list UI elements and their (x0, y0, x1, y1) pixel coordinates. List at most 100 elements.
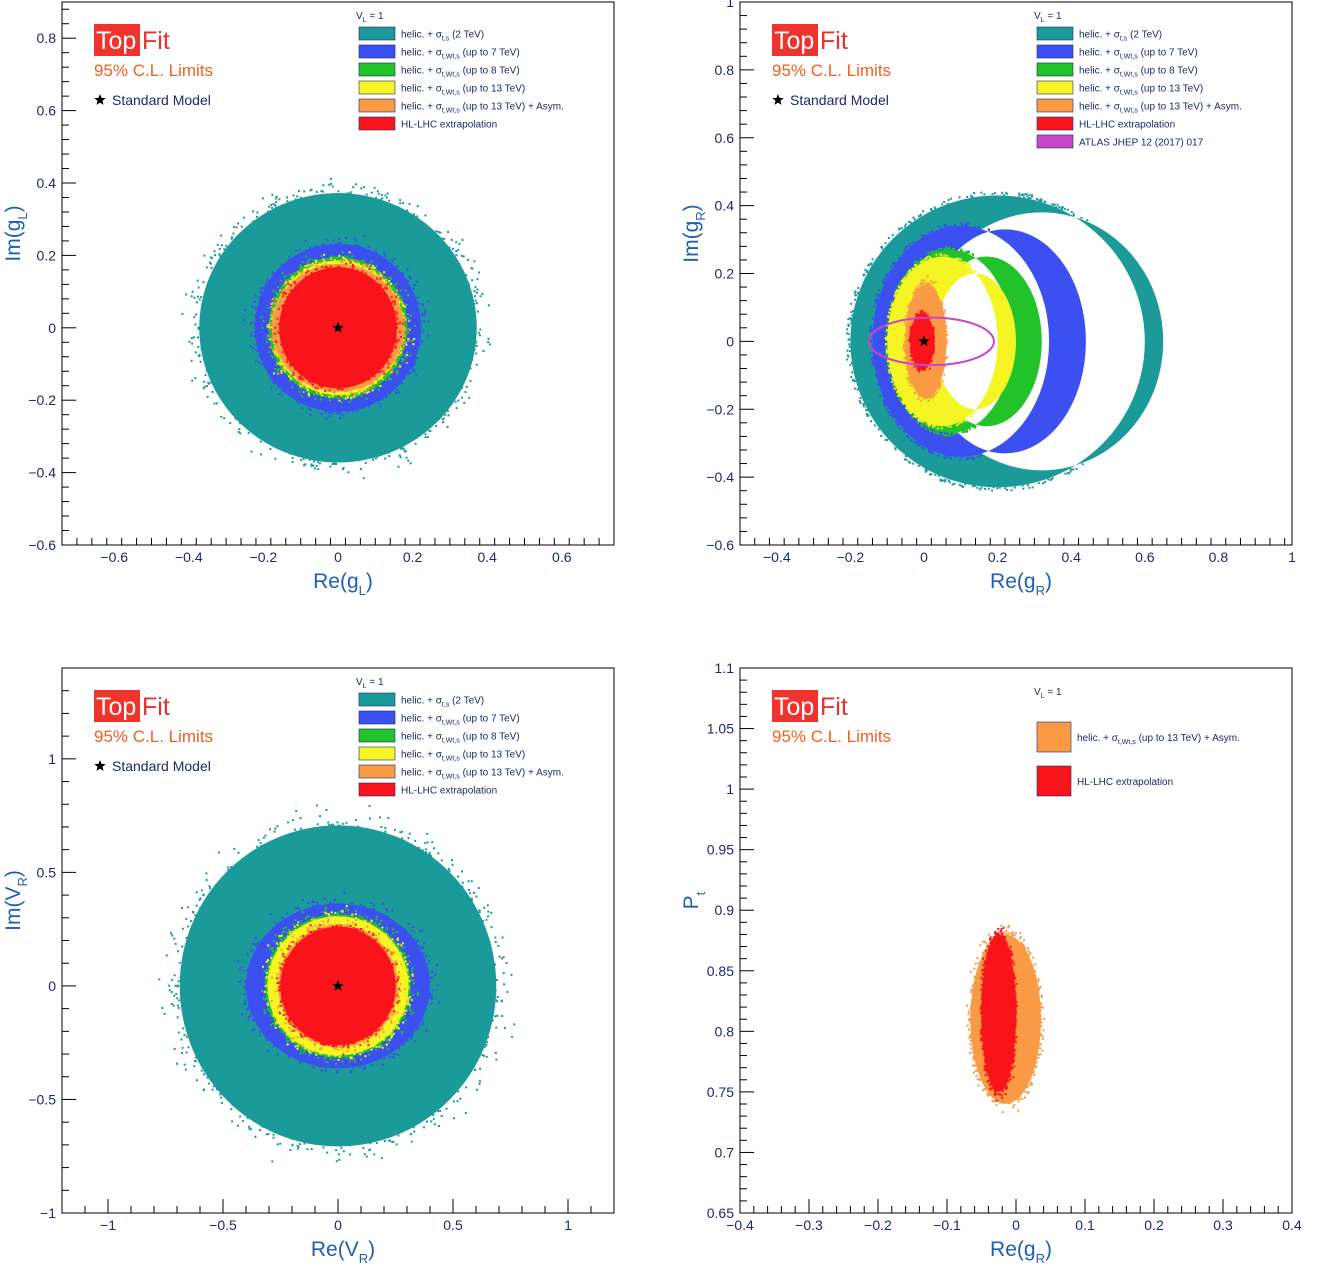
region-point (856, 291, 859, 294)
region-point (398, 330, 401, 333)
region-point (465, 1071, 468, 1074)
region-point (277, 307, 280, 310)
region-point (404, 974, 407, 977)
region-point (944, 334, 947, 337)
region-point (247, 1018, 250, 1021)
region-point (276, 924, 279, 927)
region-point (432, 989, 435, 992)
region-point (276, 354, 279, 357)
region-point (363, 186, 366, 189)
region-point (397, 339, 400, 342)
region-point (386, 280, 389, 283)
region-point (376, 271, 379, 274)
region-point (272, 957, 275, 960)
region-point (373, 370, 376, 373)
region-point (413, 982, 416, 985)
legend-entry-main: helic. + σ (401, 84, 443, 95)
region-point (274, 291, 277, 294)
region-point (909, 410, 912, 413)
region-point (904, 360, 907, 363)
region-point (385, 258, 388, 261)
region-point (463, 273, 466, 276)
region-point (297, 270, 300, 273)
region-point (215, 890, 218, 893)
region-point (495, 999, 498, 1002)
region-point (301, 202, 304, 205)
region-point (346, 923, 349, 926)
region-point (257, 943, 260, 946)
legend-entry: HL-LHC extrapolation (401, 786, 497, 797)
region-point (381, 379, 384, 382)
region-point (942, 367, 945, 370)
region-point (262, 965, 265, 968)
region-point (392, 1046, 395, 1049)
legend-entry: ATLAS JHEP 12 (2017) 017 (1079, 138, 1204, 149)
region-point (350, 1039, 353, 1042)
region-point (355, 183, 358, 186)
region-point (455, 250, 458, 253)
region-point (407, 331, 410, 334)
region-point (994, 1100, 997, 1103)
region-point (230, 237, 233, 240)
region-point (401, 272, 404, 275)
region-point (487, 1036, 490, 1039)
region-point (178, 961, 181, 964)
region-point (393, 951, 396, 954)
region-point (281, 1031, 284, 1034)
region-point (359, 1044, 362, 1047)
region-point (312, 1063, 315, 1066)
region-point (419, 434, 422, 437)
region-point (447, 414, 450, 417)
region-point (198, 298, 201, 301)
region-point (1066, 472, 1069, 475)
region-point (171, 934, 174, 937)
region-point (272, 381, 275, 384)
region-point (391, 999, 394, 1002)
legend-header-sub: L (363, 17, 367, 24)
region-point (427, 334, 430, 337)
region-point (396, 950, 399, 953)
region-point (927, 450, 930, 453)
region-point (281, 298, 284, 301)
region-point (348, 1060, 351, 1063)
region-point (927, 363, 930, 366)
region-point (1029, 951, 1032, 954)
region-point (404, 355, 407, 358)
region-point (425, 1001, 428, 1004)
region-point (384, 1034, 387, 1037)
region-point (368, 402, 371, 405)
region-point (953, 431, 956, 434)
region-point (965, 263, 968, 266)
region-point (1081, 463, 1084, 466)
region-point (237, 1124, 240, 1127)
region-point (220, 1101, 223, 1104)
region-point (246, 989, 249, 992)
region-point (390, 449, 393, 452)
region-point (465, 274, 468, 277)
region-point (332, 1066, 335, 1069)
region-point (399, 959, 402, 962)
region-point (956, 424, 959, 427)
region-point (1005, 936, 1008, 939)
region-point (927, 427, 930, 430)
region-point (871, 356, 874, 359)
region-point (235, 869, 238, 872)
region-point (460, 386, 463, 389)
region-point (350, 398, 353, 401)
region-point (385, 280, 388, 283)
region-point (906, 270, 909, 273)
region-point (330, 904, 333, 907)
region-point (502, 972, 505, 975)
region-point (1037, 993, 1040, 996)
region-point (356, 269, 359, 272)
region-point (279, 963, 282, 966)
region-point (425, 987, 428, 990)
region-point (446, 410, 449, 413)
region-point (274, 352, 277, 355)
region-point (428, 853, 431, 856)
region-point (353, 1045, 356, 1048)
region-point (417, 1022, 420, 1025)
region-point (277, 323, 280, 326)
region-point (265, 971, 268, 974)
region-point (330, 257, 333, 260)
